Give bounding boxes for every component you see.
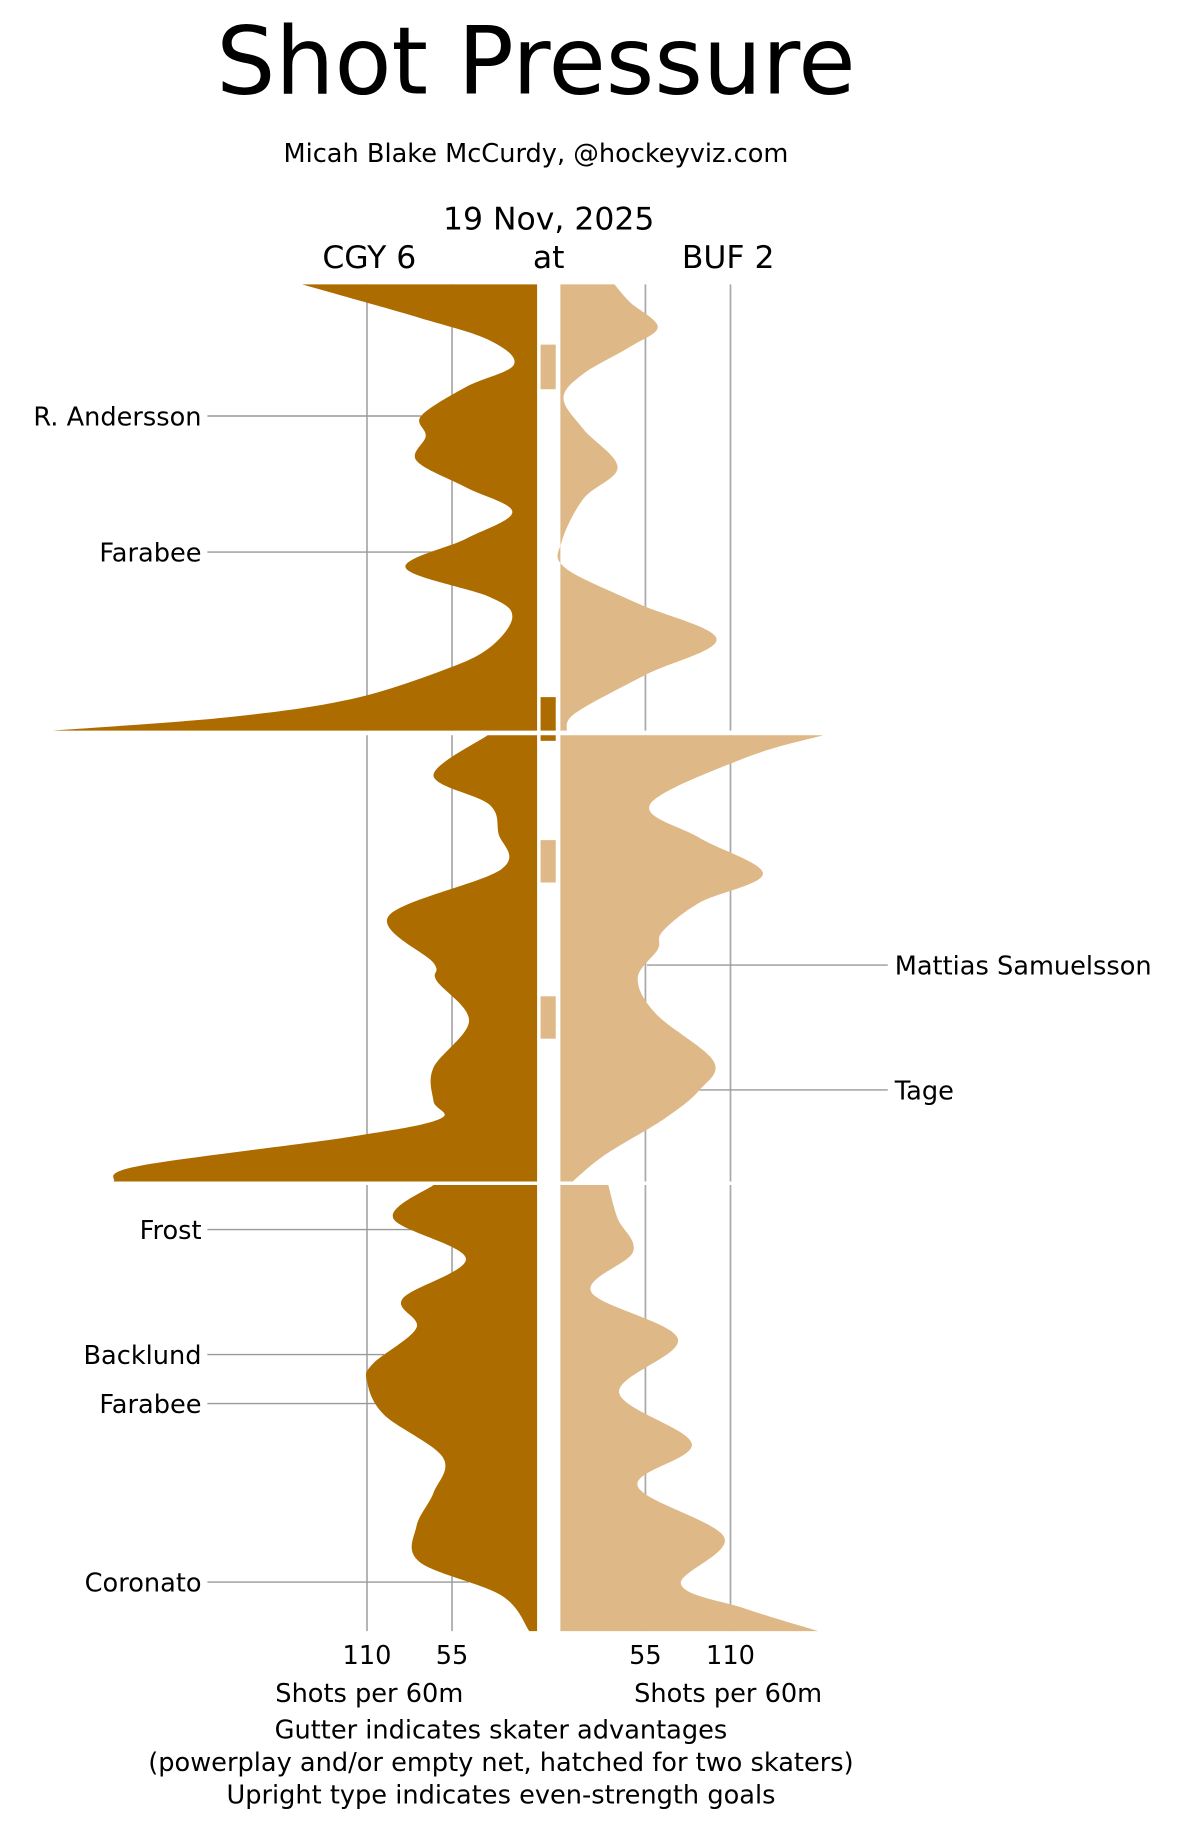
chart-subtitle: Micah Blake McCurdy, @hockeyviz.com	[283, 139, 788, 169]
buf-pressure-period-1	[557, 284, 717, 731]
goal-labels: R. Andersson Farabee Mattias Samuelsson Tag…	[33, 402, 1151, 1598]
advantage-gutter	[540, 344, 556, 1039]
chart-title: Shot Pressure	[216, 6, 855, 115]
goal-label: Frost	[140, 1216, 202, 1246]
cgy-pressure-period-1	[53, 284, 538, 731]
cgy-advantage-bar	[540, 697, 556, 731]
cgy-advantage-bar	[540, 735, 556, 741]
cgy-pressure-period-3	[365, 1184, 538, 1632]
gridlines	[366, 284, 732, 1632]
x-tick-right-110: 110	[706, 1641, 755, 1671]
footer-line-2: (powerplay and/or empty net, hatched for…	[148, 1748, 853, 1778]
at-label: at	[533, 240, 565, 276]
x-tick-right-55: 55	[629, 1641, 662, 1671]
x-tick-left-55: 55	[436, 1641, 469, 1671]
home-team-score: BUF 2	[682, 240, 775, 276]
goal-label: Mattias Samuelsson	[895, 951, 1152, 981]
goal-label: Farabee	[99, 538, 201, 568]
goal-label: Coronato	[85, 1568, 202, 1598]
game-date: 19 Nov, 2025	[443, 202, 654, 238]
buf-pressure-period-3	[560, 1184, 819, 1632]
goal-label: Tage	[894, 1076, 954, 1106]
goal-leader-lines	[207, 415, 888, 1583]
x-axis-label-left: Shots per 60m	[275, 1679, 463, 1709]
cgy-pressure-period-2	[113, 735, 538, 1182]
footer-line-3: Upright type indicates even-strength goa…	[226, 1781, 775, 1811]
away-team-score: CGY 6	[322, 240, 416, 276]
buf-advantage-bar	[540, 840, 556, 883]
buf-pressure-period-2	[560, 735, 824, 1182]
x-axis-label-right: Shots per 60m	[634, 1679, 822, 1709]
pressure-areas	[53, 284, 824, 1632]
goal-label: R. Andersson	[33, 402, 201, 432]
footer-line-1: Gutter indicates skater advantages	[275, 1715, 728, 1745]
buf-advantage-bar	[540, 344, 556, 390]
x-tick-left-110: 110	[343, 1641, 392, 1671]
buf-advantage-bar	[540, 996, 556, 1039]
goal-label: Backlund	[83, 1341, 201, 1371]
goal-label: Farabee	[99, 1390, 201, 1420]
